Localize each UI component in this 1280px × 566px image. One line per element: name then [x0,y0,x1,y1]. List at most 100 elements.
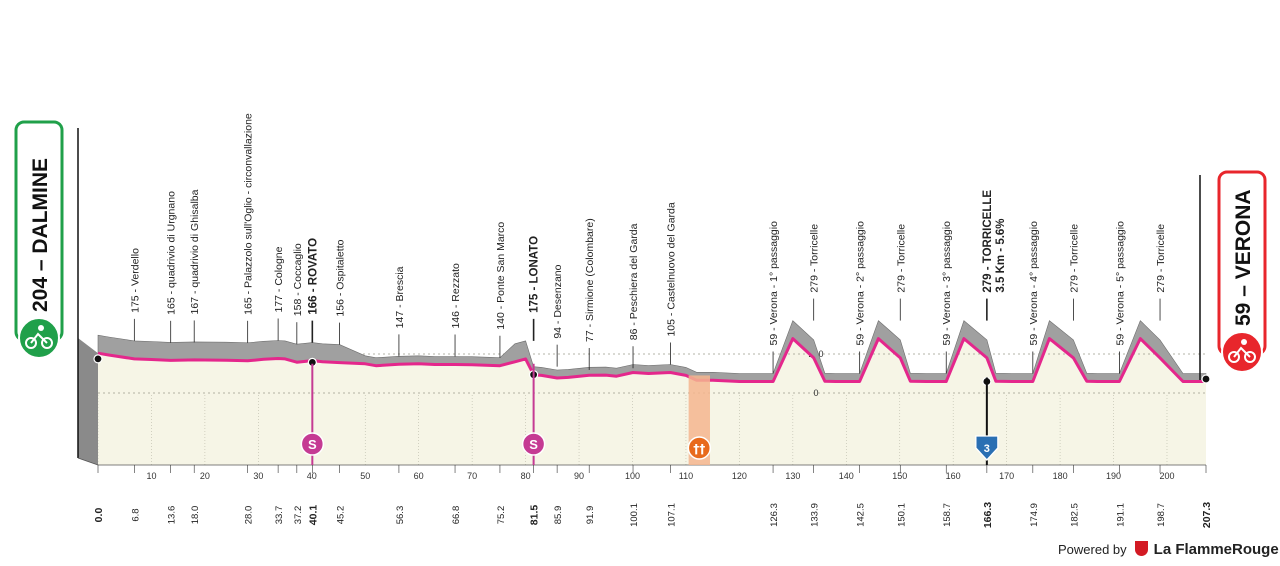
km-axis-tick: 190 [1106,471,1121,481]
km-axis-tick: 40 [307,471,317,481]
start-badge: 204 – DALMINE [14,120,64,359]
waypoint-km-label: 198.7 [1156,503,1167,527]
km-axis-tick: 120 [732,471,747,481]
waypoint-label: 59 - Verona - 1° passaggio [768,221,780,346]
powered-by-footer: Powered by La FlammeRouge [1058,541,1279,558]
start-badge-label: 204 – DALMINE [29,158,52,312]
sprint-marker-symbol: S [529,437,538,452]
waypoint-km-label: 91.9 [585,506,596,525]
gpm-category: 3 [984,443,990,455]
bike-frame-icon [1233,346,1251,358]
waypoint-label: 166 - ROVATO [307,238,319,315]
waypoint-km-label: 18.0 [190,506,201,525]
waypoint-km-label: 182.5 [1069,503,1080,527]
waypoint-km-label: 133.9 [810,503,821,527]
waypoint-km-label: 174.9 [1029,503,1040,527]
sprint-marker-symbol: S [308,437,317,452]
km-axis-tick: 140 [839,471,854,481]
km-axis-tick: 110 [679,471,693,481]
terrain-left-wall [78,338,98,465]
waypoint-label: 105 - Castelnuovo del Garda [665,202,677,336]
km-axis-tick: 130 [785,471,800,481]
waypoint-km-label: 107.1 [666,503,677,527]
km-axis-tick: 20 [200,471,210,481]
waypoint-label: 140 - Ponte San Marco [495,222,507,330]
waypoint-label: 59 - Verona - 4° passaggio [1028,221,1040,346]
bike-frame-icon [30,332,48,344]
bike-wheel-icon [1228,351,1240,363]
waypoint-label: 165 - Palazzolo sull'Oglio - circonvalla… [243,113,255,315]
waypoint-label: 156 - Ospitaletto [335,239,347,316]
km-axis-tick: 10 [146,471,156,481]
waypoint-label: 147 - Brescia [394,266,406,328]
waypoint-label: 279 - Torricelle [895,224,907,293]
km-axis-tick: 60 [414,471,424,481]
waypoint-label: 146 - Rezzato [450,263,462,329]
waypoint-label: 59 - Verona - 2° passaggio [855,221,867,346]
waypoint-km-label: 207.3 [1201,502,1213,528]
km-axis-tick: 170 [999,471,1014,481]
route-elevation-line [97,337,1206,383]
waypoint-sublabel: 3.5 Km - 5.6% [995,218,1007,292]
bike-wheel-icon [41,337,53,349]
waypoint-label: 165 - quadrivio di Urgnano [166,191,178,315]
terrain-base-area [98,338,1206,465]
fork-knife-icon: †† [693,442,705,456]
waypoint-km-label: 100.1 [629,503,640,527]
key-point-dot [93,354,103,364]
km-axis-tick: 90 [574,471,584,481]
waypoint-km-label: 6.8 [130,508,141,521]
waypoint-km-label: 37.2 [293,506,304,525]
km-axis-tick: 50 [360,471,370,481]
km-axis-tick: 180 [1053,471,1068,481]
terrain-bottom-edge [77,457,99,466]
waypoint-label: 175 - Verdello [129,248,141,313]
waypoint-km-label: 142.5 [856,503,867,527]
elevation-tick-label: 0 [813,388,818,398]
km-axis-tick: 100 [625,471,640,481]
waypoint-label: 86 - Peschiera del Garda [628,223,640,340]
km-axis-tick: 70 [467,471,477,481]
waypoint-km-label: 126.3 [769,503,780,527]
waypoint-km-label: 45.2 [336,506,347,525]
powered-by-text: Powered by [1058,542,1127,557]
feed-zone-icon [687,436,712,460]
waypoint-label: 279 - Torricelle [809,224,821,293]
waypoint-km-label: 66.8 [451,506,462,525]
waypoint-label: 279 - Torricelle [1155,224,1167,293]
km-axis-tick: 80 [521,471,531,481]
waypoint-km-label: 13.6 [167,506,178,525]
waypoint-label: 94 - Desenzano [552,264,564,338]
km-axis-tick: 160 [946,471,961,481]
waypoint-km-label: 33.7 [274,506,285,525]
waypoint-km-label: 75.2 [496,506,507,525]
waypoint-km-label: 28.0 [244,506,255,525]
km-axis-tick: 150 [892,471,907,481]
waypoint-km-label: 191.1 [1115,503,1126,527]
finish-badge-label: 59 – VERONA [1232,189,1255,326]
gpm-shield-icon [975,435,999,461]
flame-logo-icon [1134,541,1148,556]
waypoint-km-label: 81.5 [529,505,541,526]
waypoint-label: 59 - Verona - 5° passaggio [1114,221,1126,346]
rider-head-icon [38,325,44,331]
km-axis-tick: 30 [253,471,263,481]
waypoint-label: 167 - quadrivio di Ghisalba [189,189,201,314]
sprint-marker-icon [521,432,546,456]
waypoint-km-label: 166.3 [982,502,994,528]
rider-head-icon [1241,339,1247,345]
waypoint-km-label: 40.1 [307,505,319,526]
waypoint-label: 279 - TORRICELLE [982,190,994,293]
waypoint-km-label: 150.1 [896,503,907,527]
brand-name: La FlammeRouge [1153,541,1279,558]
waypoint-label: 77 - Sirmione (Colombare) [584,218,596,342]
start-badge-cyclist-icon [18,317,60,359]
waypoint-label: 158 - Coccaglio [292,243,304,316]
waypoint-km-label: 56.3 [395,506,406,525]
waypoint-km-label: 0.0 [93,508,105,523]
bike-wheel-icon [1244,351,1256,363]
waypoint-label: 177 - Cologne [273,246,285,312]
finish-dot [1201,374,1211,384]
